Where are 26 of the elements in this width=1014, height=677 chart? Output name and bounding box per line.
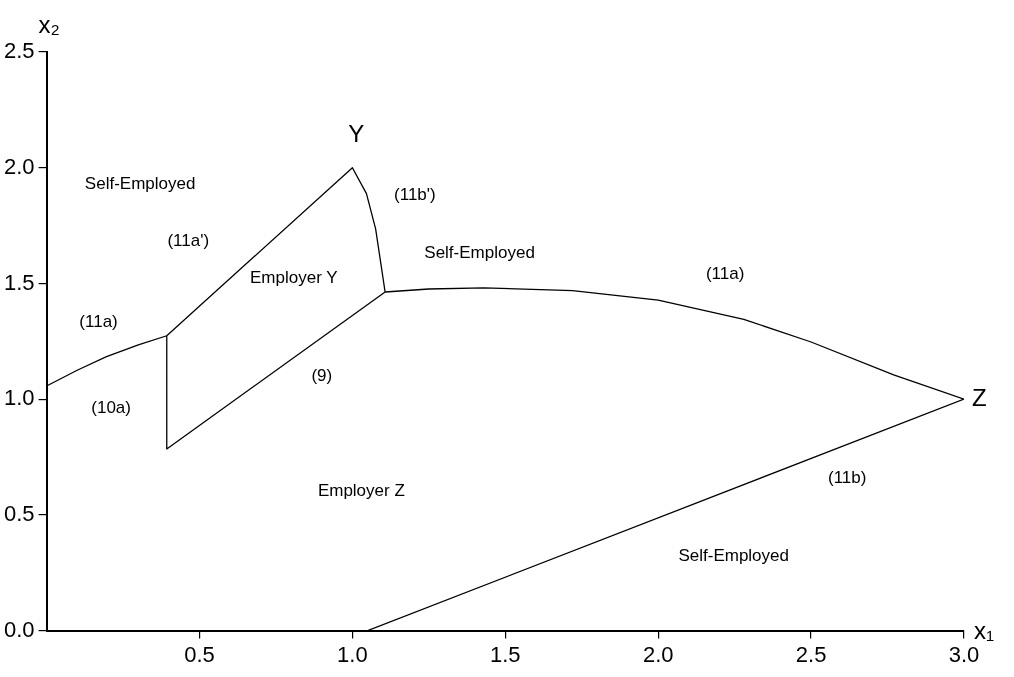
x-tick-label: 2.0	[642, 641, 674, 667]
annotation: (9)	[311, 365, 333, 385]
annotation: (11b')	[394, 185, 436, 205]
y-axis-title: x₂	[38, 10, 60, 38]
annotation: Y	[348, 119, 365, 147]
annotation: (11a)	[705, 263, 745, 283]
y-tick-label: 0.5	[3, 500, 35, 526]
y-tick-label: 1.0	[3, 385, 35, 411]
y-tick-label: 2.0	[3, 153, 35, 179]
annotation: Employer Y	[249, 268, 338, 288]
y-tick-label: 2.5	[3, 38, 35, 64]
x-tick-label: 1.5	[489, 641, 521, 667]
x-tick-label: 1.0	[337, 641, 368, 667]
annotation: (11b)	[827, 467, 867, 487]
annotation: (11a')	[167, 231, 210, 251]
x-tick-label: 2.5	[795, 641, 827, 667]
annotation: Employer Z	[317, 481, 405, 501]
x-tick-label: 0.5	[184, 641, 215, 667]
y-tick-label: 1.5	[3, 269, 35, 295]
y-tick-label: 0.0	[3, 616, 35, 642]
text: Z	[972, 383, 987, 411]
annotation: Self-Employed	[678, 546, 789, 566]
annotation: Self-Employed	[424, 243, 535, 263]
annotation: (11a)	[79, 312, 118, 332]
annotation: (10a)	[91, 398, 131, 418]
annotation: Self-Employed	[84, 173, 196, 193]
